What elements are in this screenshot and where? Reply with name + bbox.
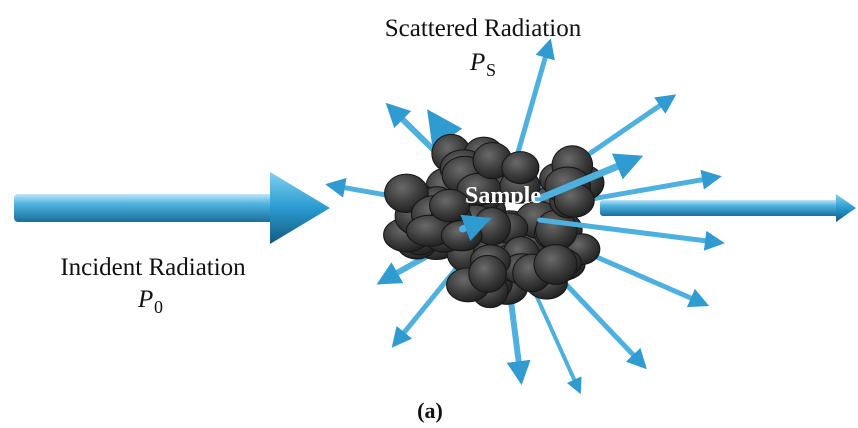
scattered-arrow [533,153,644,204]
particle [501,151,540,185]
scattered-subscript: S [486,60,496,80]
incident-label: Incident Radiation [60,254,246,281]
particle [533,244,578,285]
transmitted-arrow [600,194,856,222]
particle [468,254,507,293]
scattered-symbol: P [469,49,485,76]
sample-label: Sample [465,183,541,209]
scattered-arrow [537,217,725,251]
scattered-arrows-front [459,153,725,251]
particle [440,220,483,252]
sample-particles [383,133,605,309]
incident-subscript: 0 [154,297,163,317]
caption: (a) [417,398,443,423]
incident-symbol: P [137,286,153,313]
scattered-arrow [459,214,492,241]
scattered-label: Scattered Radiation [385,15,582,42]
particle [429,188,471,223]
incident-arrow [14,172,330,244]
